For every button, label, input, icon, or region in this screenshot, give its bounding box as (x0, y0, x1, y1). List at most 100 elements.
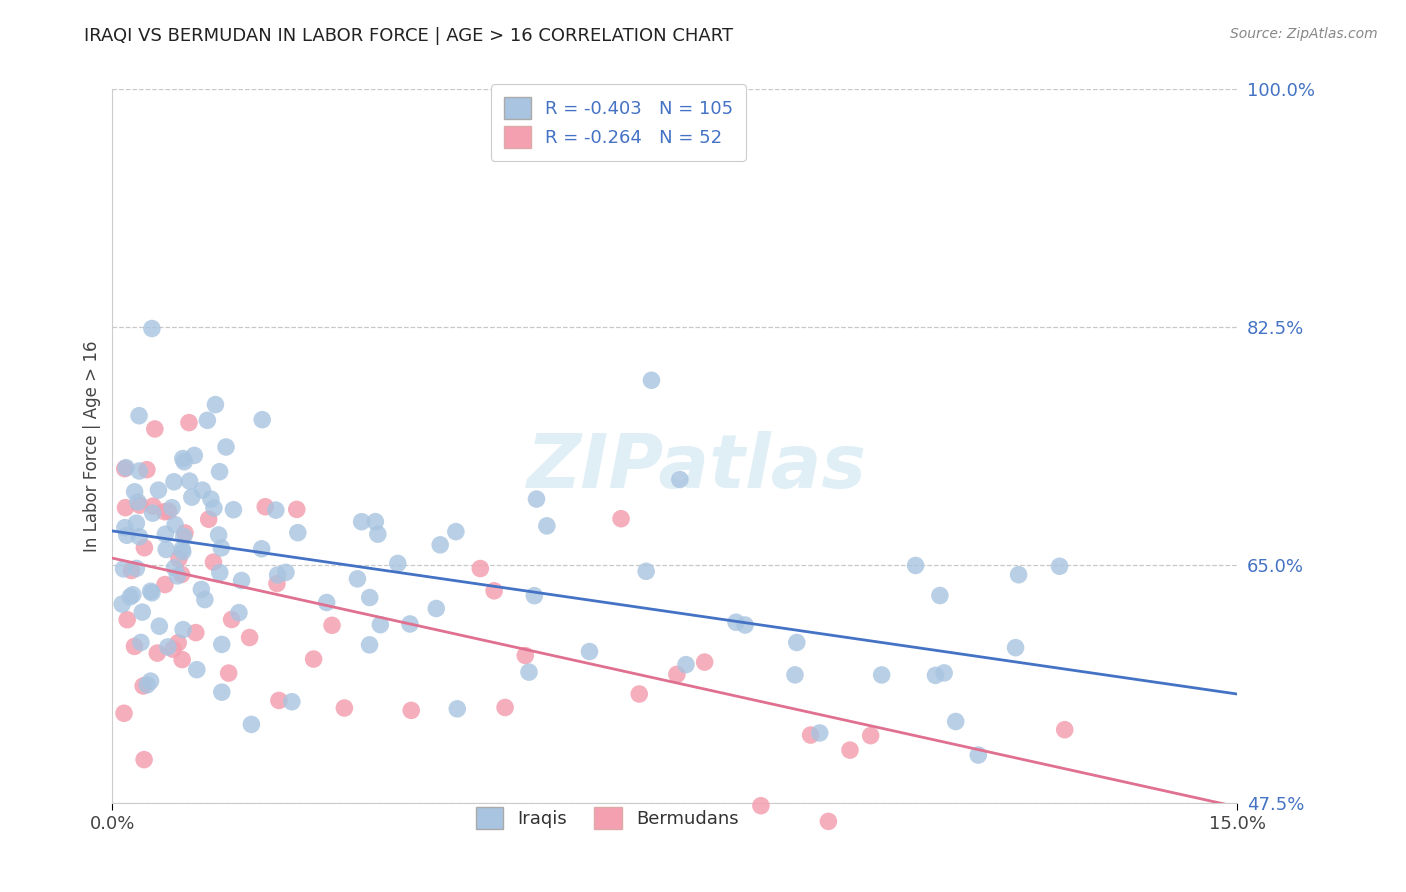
Point (924, 668, 946, 682)
Text: Source: ZipAtlas.com: Source: ZipAtlas.com (1230, 27, 1378, 41)
Point (610, 512, 633, 526)
Point (333, 701, 356, 715)
Point (693, 655, 716, 669)
Point (129, 635, 152, 649)
Point (870, 668, 893, 682)
Point (945, 714, 967, 729)
Point (172, 545, 194, 559)
Point (1007, 567, 1029, 582)
Point (266, 568, 288, 582)
Point (783, 668, 806, 682)
Point (526, 491, 548, 506)
Point (142, 499, 165, 513)
Point (184, 625, 207, 640)
Point (287, 525, 309, 540)
Point (221, 613, 243, 627)
Point (446, 702, 468, 716)
Point (208, 566, 231, 580)
Point (190, 582, 212, 597)
Point (160, 500, 183, 515)
Point (136, 678, 159, 692)
Point (209, 541, 232, 555)
Point (163, 561, 186, 575)
Point (153, 577, 176, 591)
Point (167, 636, 190, 650)
Point (127, 495, 149, 509)
Point (124, 640, 146, 654)
Point (800, 728, 823, 742)
Point (125, 516, 148, 530)
Point (148, 619, 170, 633)
Point (170, 567, 193, 582)
Point (156, 640, 179, 654)
Point (177, 416, 200, 430)
Point (250, 412, 273, 426)
Point (143, 422, 166, 436)
Point (197, 512, 219, 526)
Point (202, 501, 225, 516)
Point (399, 703, 422, 717)
Point (302, 652, 325, 666)
Point (250, 541, 273, 556)
Point (321, 618, 343, 632)
Point (179, 474, 201, 488)
Point (285, 502, 308, 516)
Point (173, 529, 195, 543)
Point (121, 588, 143, 602)
Point (218, 666, 240, 681)
Point (114, 461, 136, 475)
Point (146, 646, 169, 660)
Point (183, 449, 205, 463)
Point (139, 674, 162, 689)
Point (148, 483, 170, 497)
Point (817, 814, 839, 829)
Point (204, 398, 226, 412)
Point (1004, 640, 1026, 655)
Point (239, 631, 262, 645)
Point (111, 597, 134, 611)
Point (517, 665, 540, 679)
Point (482, 583, 505, 598)
Point (174, 525, 197, 540)
Point (904, 558, 927, 573)
Point (211, 685, 233, 699)
Point (281, 695, 304, 709)
Point (429, 538, 451, 552)
Point (231, 574, 253, 588)
Point (839, 743, 862, 757)
Point (180, 490, 202, 504)
Point (115, 613, 138, 627)
Point (134, 541, 156, 555)
Point (967, 747, 990, 762)
Point (172, 542, 194, 557)
Point (267, 693, 290, 707)
Point (163, 475, 186, 489)
Point (494, 700, 516, 714)
Point (195, 413, 218, 427)
Text: ZIPatlas: ZIPatlas (527, 431, 868, 504)
Point (173, 455, 195, 469)
Point (172, 652, 194, 666)
Point (1049, 559, 1071, 574)
Point (808, 726, 831, 740)
Point (207, 528, 229, 542)
Point (215, 440, 238, 454)
Point (222, 502, 245, 516)
Point (162, 642, 184, 657)
Point (167, 551, 190, 566)
Point (112, 562, 135, 576)
Point (425, 601, 447, 615)
Point (114, 500, 136, 515)
Point (120, 590, 142, 604)
Point (166, 569, 188, 583)
Point (724, 615, 747, 630)
Point (128, 409, 150, 423)
Point (364, 515, 387, 529)
Text: IRAQI VS BERMUDAN IN LABOR FORCE | AGE > 16 CORRELATION CHART: IRAQI VS BERMUDAN IN LABOR FORCE | AGE >… (84, 27, 734, 45)
Point (264, 503, 287, 517)
Point (387, 557, 409, 571)
Point (115, 528, 138, 542)
Point (155, 527, 177, 541)
Point (208, 465, 231, 479)
Point (359, 638, 381, 652)
